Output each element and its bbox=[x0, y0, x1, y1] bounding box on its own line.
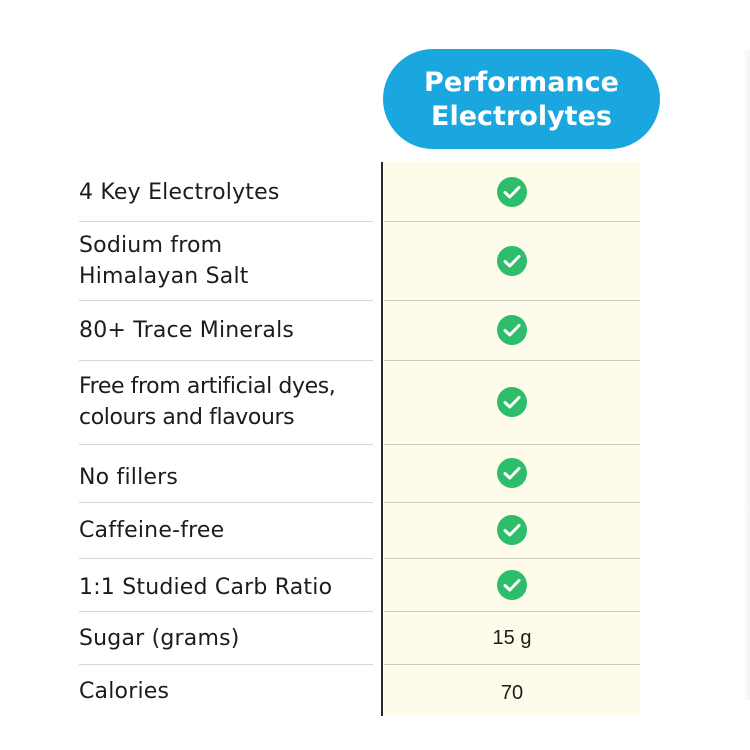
row-label-line: No fillers bbox=[79, 464, 179, 490]
check-icon bbox=[497, 458, 527, 488]
row-cell: 15 g bbox=[384, 612, 640, 664]
row-label: Caffeine-free bbox=[79, 515, 379, 546]
row-cell bbox=[384, 503, 640, 557]
check-icon bbox=[497, 570, 527, 600]
comparison-row: 4 Key Electrolytes bbox=[79, 164, 640, 220]
row-label-line: Free from artificial dyes, bbox=[79, 374, 336, 399]
check-icon bbox=[497, 245, 527, 276]
sugar-value: 15 g bbox=[492, 626, 532, 649]
column-header-line-1: Performance bbox=[424, 67, 619, 98]
comparison-row: 80+ Trace Minerals bbox=[79, 301, 640, 359]
comparison-row: Free from artificial dyes, colours and f… bbox=[79, 361, 640, 443]
row-label-line: Himalayan Salt bbox=[79, 263, 249, 289]
row-cell bbox=[384, 559, 640, 611]
row-label-line: 80+ Trace Minerals bbox=[79, 317, 295, 343]
check-icon bbox=[497, 515, 527, 545]
row-label: Sugar (grams) bbox=[79, 623, 379, 654]
row-label-line: colours and flavours bbox=[79, 405, 295, 430]
check-icon bbox=[497, 387, 527, 417]
column-header-line-2: Electrolytes bbox=[431, 101, 612, 132]
comparison-row: Sodium from Himalayan Salt bbox=[79, 222, 640, 299]
calories-value: 70 bbox=[500, 681, 524, 704]
row-label-line: Calories bbox=[79, 678, 170, 704]
row-label-line: 4 Key Electrolytes bbox=[79, 179, 280, 205]
row-label: Sodium from Himalayan Salt bbox=[79, 230, 379, 292]
row-label: Calories bbox=[79, 676, 379, 707]
row-label: 1:1 Studied Carb Ratio bbox=[79, 568, 379, 603]
row-label: Free from artificial dyes, colours and f… bbox=[79, 371, 379, 433]
row-label-line: Caffeine-free bbox=[79, 517, 225, 543]
comparison-row: 1:1 Studied Carb Ratio bbox=[79, 559, 640, 611]
comparison-row: Calories 70 bbox=[79, 665, 640, 717]
column-separator-line bbox=[381, 162, 383, 716]
row-label-line: 1:1 Studied Carb Ratio bbox=[79, 574, 333, 600]
comparison-row: No fillers bbox=[79, 445, 640, 501]
column-header-pill: Performance Electrolytes bbox=[383, 49, 660, 149]
row-cell: 70 bbox=[384, 665, 640, 717]
row-cell bbox=[384, 445, 640, 501]
row-label: 4 Key Electrolytes bbox=[79, 177, 379, 208]
row-cell bbox=[384, 361, 640, 443]
row-label-line: Sugar (grams) bbox=[79, 625, 240, 651]
row-cell bbox=[384, 164, 640, 220]
row-label: 80+ Trace Minerals bbox=[79, 315, 379, 346]
check-icon bbox=[497, 177, 527, 207]
row-label: No fillers bbox=[79, 454, 379, 493]
comparison-row: Caffeine-free bbox=[79, 503, 640, 557]
row-label-line: Sodium from bbox=[79, 232, 223, 258]
check-icon bbox=[497, 315, 527, 345]
row-cell bbox=[384, 222, 640, 299]
row-cell bbox=[384, 301, 640, 359]
comparison-row: Sugar (grams) 15 g bbox=[79, 612, 640, 664]
right-edge-strip bbox=[742, 50, 750, 700]
